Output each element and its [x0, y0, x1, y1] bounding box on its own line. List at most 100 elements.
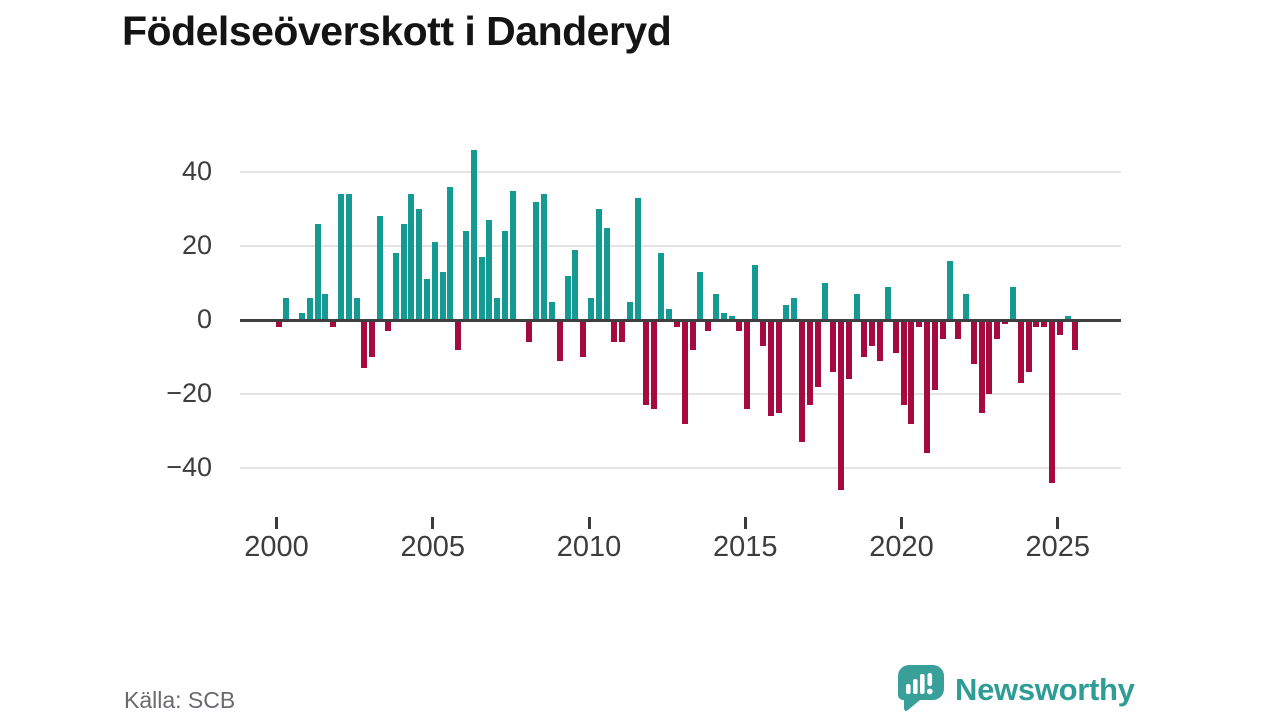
bar-2008-q1 — [525, 320, 532, 343]
bar-2019-q2 — [877, 320, 884, 361]
bar-2021-q2 — [939, 320, 946, 339]
bar-2001-q4 — [330, 320, 337, 328]
bar-2022-q3 — [978, 320, 985, 413]
bar-2006-q4 — [486, 220, 493, 320]
bar-2015-q1 — [744, 320, 751, 409]
bar-2017-q2 — [814, 320, 821, 387]
bar-2025-q1 — [1056, 320, 1063, 335]
bar-2024-q4 — [1048, 320, 1055, 483]
bar-2002-q2 — [345, 194, 352, 320]
bar-2006-q1 — [463, 231, 469, 320]
bar-2002-q3 — [353, 297, 360, 320]
bar-2003-q1 — [369, 320, 376, 357]
x-tick-2005 — [431, 517, 435, 529]
bar-2013-q1 — [681, 320, 688, 424]
bar-2010-q1 — [588, 297, 594, 320]
bar-2016-q1 — [775, 320, 782, 413]
bar-2024-q2 — [1033, 320, 1040, 328]
x-tick-2020 — [900, 517, 903, 529]
bar-2016-q4 — [798, 320, 805, 443]
y-axis-label: 0 — [196, 304, 212, 334]
x-tick-2000 — [275, 517, 278, 529]
bar-2005-q4 — [455, 320, 462, 350]
bar-2021-q4 — [955, 320, 962, 339]
x-axis-label: 2005 — [400, 531, 465, 563]
bar-2006-q3 — [478, 257, 485, 320]
gridline-y-20 — [240, 245, 1121, 247]
bar-2023-q4 — [1017, 320, 1024, 383]
bar-2018-q2 — [845, 320, 852, 380]
bar-2001-q1 — [306, 297, 313, 320]
bar-2017-q3 — [822, 283, 829, 320]
x-tick-2015 — [743, 517, 747, 529]
bar-2024-q3 — [1041, 320, 1048, 328]
x-tick-2010 — [587, 517, 591, 529]
bar-2013-q4 — [705, 320, 712, 332]
bar-2017-q1 — [806, 320, 813, 406]
bar-2021-q3 — [947, 260, 954, 320]
bar-2015-q2 — [752, 264, 759, 320]
x-axis-zero-line — [240, 318, 1121, 322]
bar-2008-q2 — [533, 201, 540, 320]
bar-2009-q4 — [580, 320, 587, 357]
bar-2002-q1 — [338, 194, 344, 320]
bar-2014-q3 — [728, 316, 735, 320]
bar-2005-q1 — [431, 242, 438, 320]
gridline-y-40 — [240, 171, 1121, 173]
bar-2014-q1 — [713, 294, 719, 320]
gridline-y--40 — [240, 467, 1121, 469]
bar-2022-q1 — [963, 294, 969, 320]
bar-2010-q3 — [603, 227, 610, 320]
bar-chart-speech-bubble-icon — [898, 665, 944, 711]
bar-2012-q1 — [650, 320, 657, 409]
gridline-y--20 — [240, 393, 1121, 395]
bar-2019-q1 — [869, 320, 876, 346]
y-axis-label: −20 — [166, 378, 212, 408]
bar-2020-q4 — [923, 320, 930, 454]
bar-2007-q1 — [494, 297, 501, 320]
bar-2016-q3 — [791, 297, 798, 320]
source-note: Källa: SCB — [124, 687, 236, 713]
bar-2019-q3 — [884, 286, 891, 320]
bar-2011-q2 — [627, 301, 634, 320]
bar-2011-q3 — [634, 197, 641, 320]
bar-2017-q4 — [830, 320, 837, 372]
bar-2023-q1 — [994, 320, 1001, 339]
bar-2005-q2 — [439, 271, 446, 320]
bar-2009-q2 — [564, 275, 571, 320]
bar-2004-q1 — [400, 223, 407, 320]
bar-2001-q2 — [314, 223, 321, 320]
bar-2002-q4 — [361, 320, 368, 369]
bar-2008-q3 — [541, 194, 548, 320]
x-axis-label: 2025 — [1025, 531, 1090, 563]
bar-2011-q1 — [619, 320, 626, 343]
x-axis-label: 2000 — [244, 531, 309, 563]
bar-2006-q2 — [470, 149, 477, 320]
bar-2015-q4 — [767, 320, 774, 417]
bar-2020-q3 — [916, 320, 923, 328]
bar-2013-q3 — [697, 271, 704, 320]
bar-2010-q2 — [595, 209, 602, 320]
newsworthy-logo-text: Newsworthy — [955, 672, 1135, 707]
bar-2000-q1 — [275, 320, 282, 328]
y-axis-label: −40 — [166, 452, 212, 482]
x-tick-2025 — [1056, 517, 1060, 529]
bar-2003-q2 — [377, 216, 384, 320]
bar-2009-q3 — [572, 249, 579, 320]
bar-2004-q3 — [416, 209, 423, 320]
chart-title: Födelseöverskott i Danderyd — [122, 8, 672, 54]
bar-2003-q3 — [384, 320, 391, 332]
bar-2003-q4 — [392, 253, 399, 320]
bar-2010-q4 — [611, 320, 618, 343]
bar-2018-q1 — [838, 320, 844, 491]
bar-2019-q4 — [892, 320, 899, 354]
bar-2011-q4 — [642, 320, 649, 406]
bar-2018-q4 — [861, 320, 868, 357]
bar-2001-q3 — [322, 294, 329, 320]
bar-2007-q3 — [509, 190, 516, 320]
bar-2000-q4 — [298, 312, 305, 320]
bar-2008-q4 — [548, 301, 555, 320]
bar-2025-q3 — [1072, 320, 1079, 350]
bar-2007-q2 — [502, 231, 509, 320]
